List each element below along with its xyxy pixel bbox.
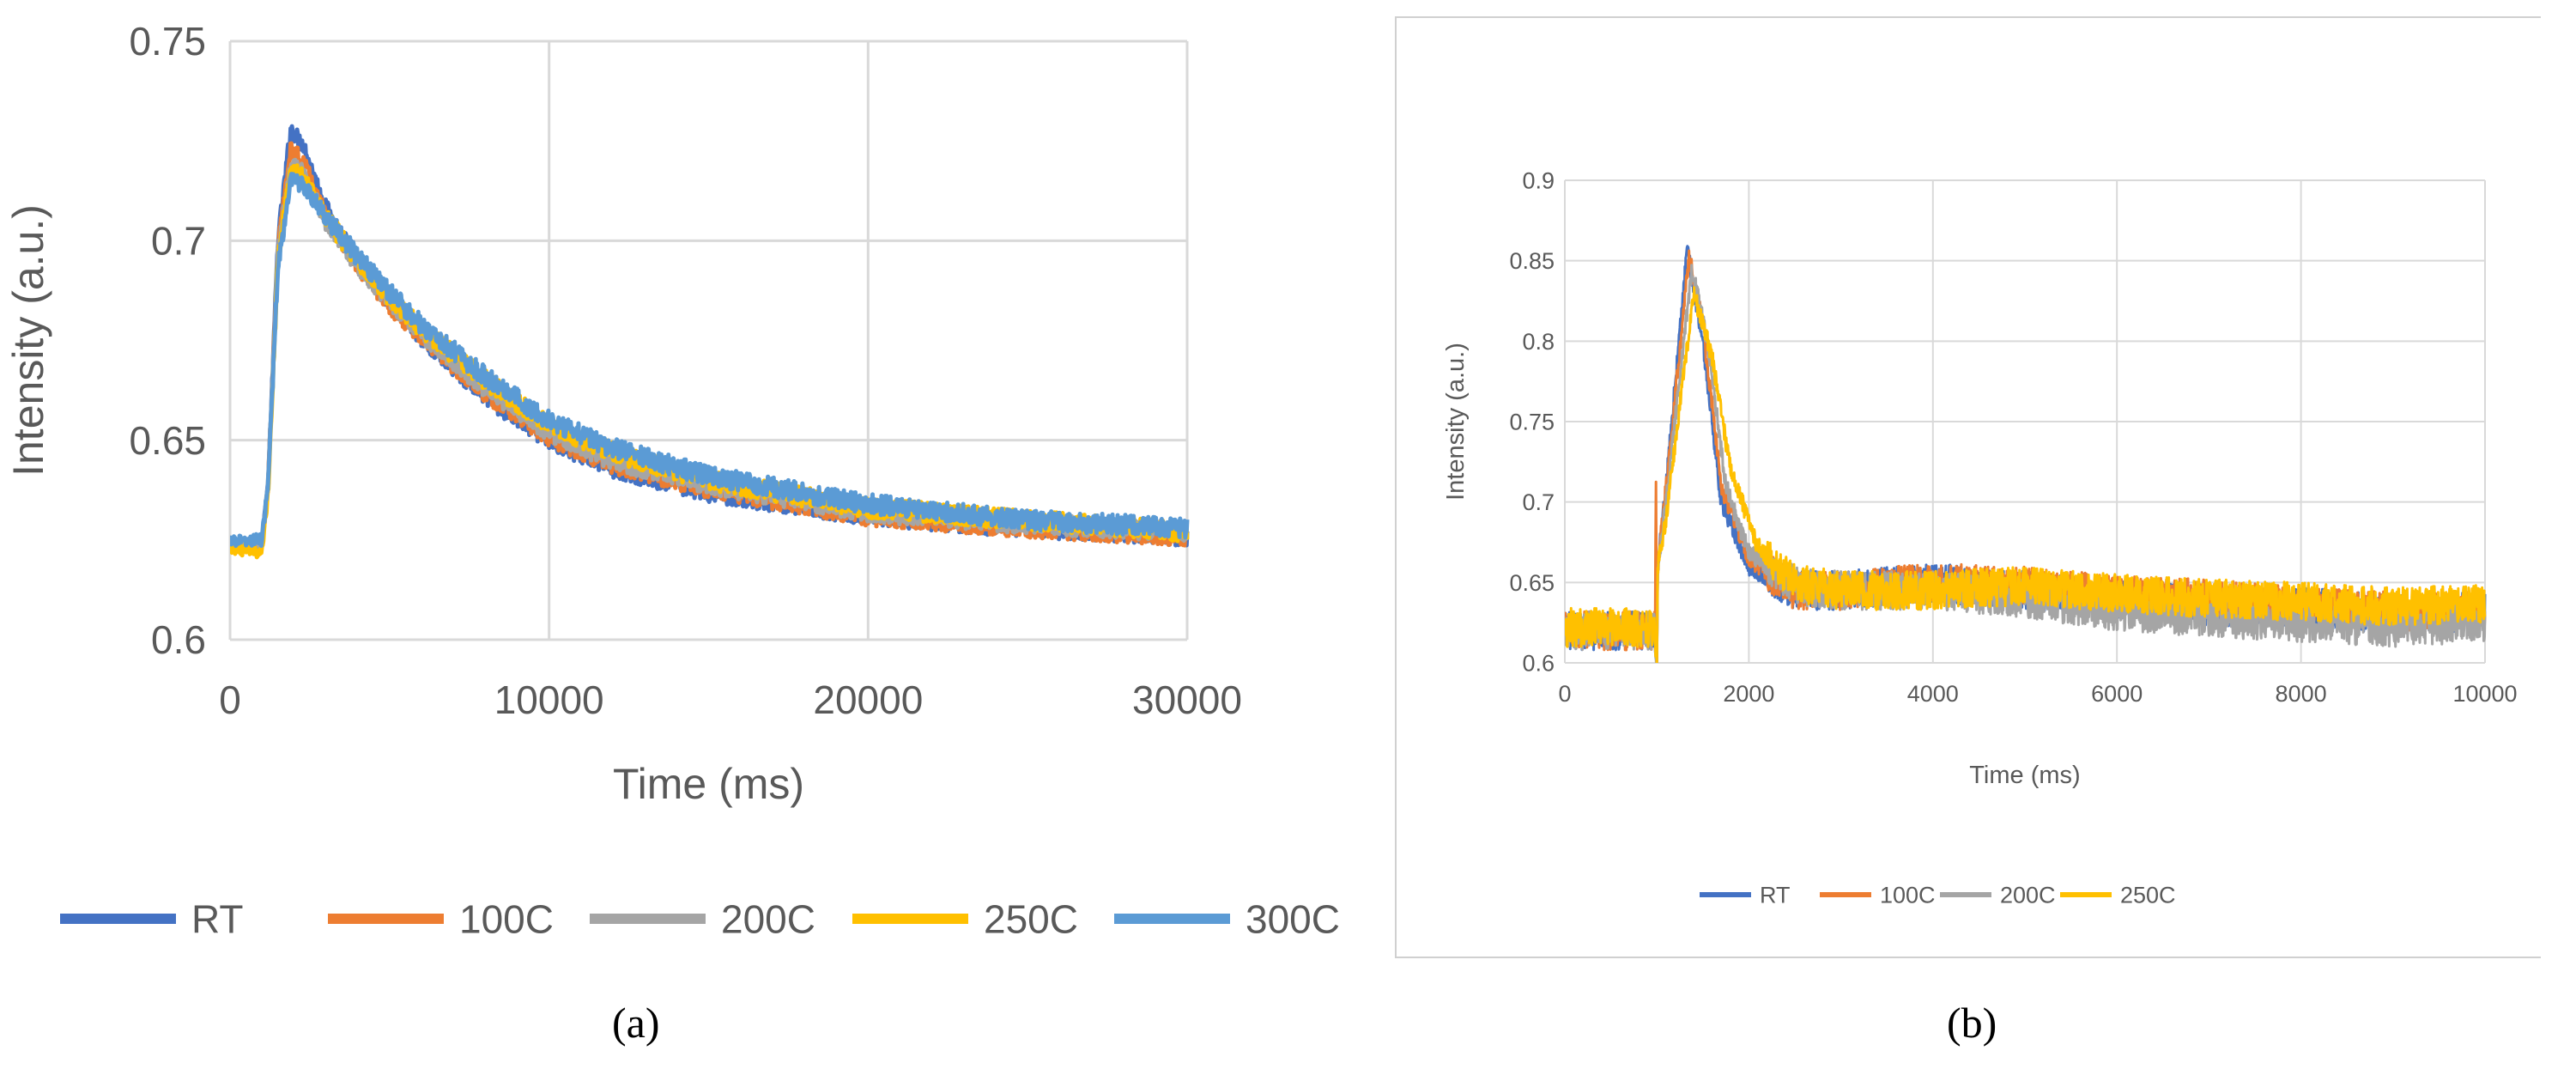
y-axis-title: Intensity (a.u.) [1442,343,1470,501]
x-tick-label: 10000 [494,677,604,722]
caption-b: (b) [1947,998,1997,1048]
caption-a-text: (a) [612,999,660,1047]
chart-b: 0.6 0.65 0.7 0.75 0.8 0.85 0.9 0 2000 4000 6000 800… [1395,16,2541,958]
series-group [1565,245,2487,663]
legend-label: 100C [1880,883,1936,908]
y-axis-title: Intensity (a.u.) [4,204,52,477]
y-tick-label: 0.65 [1509,570,1555,596]
series-line-200C [1565,264,2487,663]
y-tick-label: 0.6 [1522,650,1555,676]
x-tick-label: 8000 [2276,681,2327,707]
y-tick-label: 0.75 [129,19,206,64]
x-tick-label: 0 [219,677,241,722]
series-line-200C [230,157,1190,552]
caption-a: (a) [612,998,660,1048]
x-axis-title: Time (ms) [1969,762,2080,789]
x-tick-label: 2000 [1723,681,1774,707]
series-group [230,124,1190,560]
chart-a: 0.6 0.65 0.7 0.75 0 10000 20000 30000 Time (ms) I… [4,19,1340,942]
chart-frame [1395,16,2541,958]
x-tick-label: 4000 [1907,681,1959,707]
legend-label: RT [191,897,244,942]
legend-label: 300C [1246,897,1340,942]
legend-label: 250C [2120,883,2176,908]
series-line-250C [1565,286,2487,663]
y-tick-label: 0.7 [1522,489,1555,515]
y-tick-label: 0.7 [151,218,206,263]
y-tick-label: 0.75 [1509,409,1555,434]
caption-b-text: (b) [1947,999,1997,1047]
y-tick-label: 0.6 [151,617,206,662]
x-tick-label: 6000 [2091,681,2143,707]
legend-label: 200C [2000,883,2056,908]
y-tick-label: 0.9 [1522,167,1555,193]
legend-label: RT [1760,883,1791,908]
legend-label: 200C [721,897,815,942]
x-axis-title: Time (ms) [613,760,804,808]
legend-label: 100C [459,897,554,942]
legend-label: 250C [984,897,1078,942]
x-tick-label: 0 [1558,681,1571,707]
y-tick-label: 0.8 [1522,329,1555,355]
x-tick-label: 30000 [1132,677,1242,722]
x-tick-label: 20000 [813,677,923,722]
series-line-100C [230,141,1190,552]
y-tick-label: 0.85 [1509,248,1555,274]
series-line-300C [230,172,1190,549]
x-tick-label: 10000 [2452,681,2517,707]
y-tick-label: 0.65 [129,418,206,463]
